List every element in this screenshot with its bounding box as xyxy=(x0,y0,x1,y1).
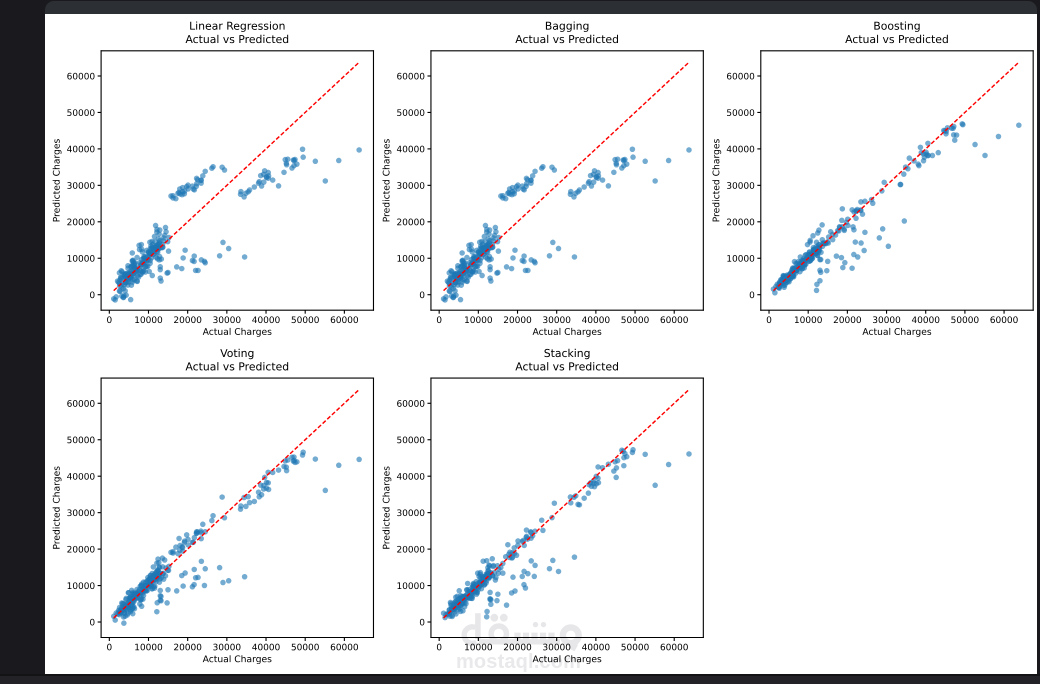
svg-text:mostaql.com: mostaql.com xyxy=(456,651,581,673)
